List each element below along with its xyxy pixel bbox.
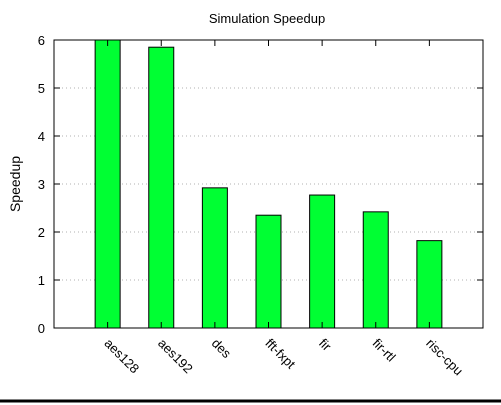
- y-tick-label: 1: [38, 273, 45, 288]
- y-axis-ticks: 0 1 2 3 4 5 6: [38, 33, 483, 336]
- bar-fft-fxpt: [255, 214, 282, 329]
- y-tick-label: 6: [38, 33, 45, 48]
- y-tick-label: 3: [38, 177, 45, 192]
- y-tick-label: 4: [38, 129, 45, 144]
- x-tick-label: fft-fxpt: [262, 336, 298, 372]
- x-tick-label: aes192: [155, 336, 196, 377]
- bar-aes192: [148, 46, 175, 329]
- x-tick-label: fir: [316, 336, 335, 355]
- x-tick-label: aes128: [102, 336, 143, 377]
- chart-title: Simulation Speedup: [209, 11, 325, 26]
- x-tick-label: des: [209, 336, 235, 362]
- bar-des: [201, 187, 228, 329]
- y-tick-label: 5: [38, 81, 45, 96]
- bar-aes128: [94, 39, 121, 329]
- bars: [94, 39, 443, 329]
- x-tick-label: fir-rtl: [370, 336, 399, 365]
- y-tick-label: 2: [38, 225, 45, 240]
- bar-fir: [309, 194, 336, 329]
- y-axis-label: Speedup: [7, 156, 23, 212]
- bar-risc-cpu: [416, 240, 443, 329]
- bar-fir-rtl: [362, 211, 389, 329]
- x-tick-label: risc-cpu: [423, 336, 466, 379]
- y-tick-label: 0: [38, 321, 45, 336]
